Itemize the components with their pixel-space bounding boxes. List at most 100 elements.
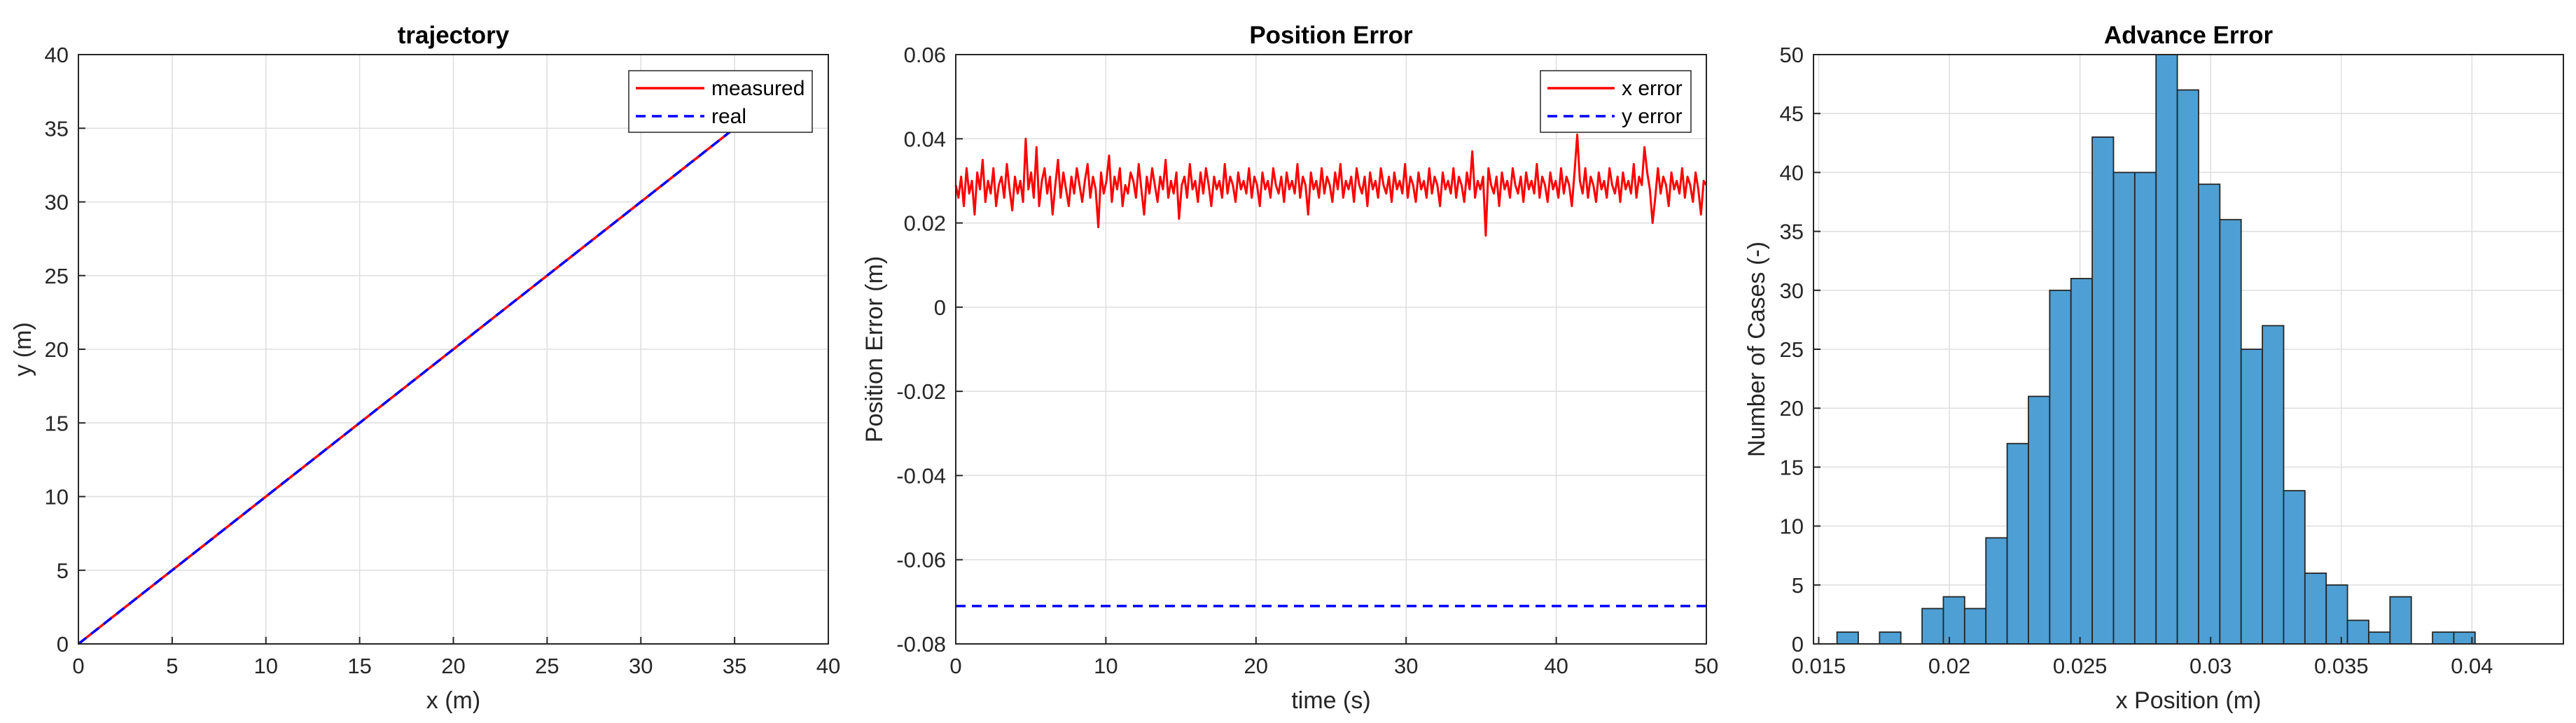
x-tick-label: 0.03	[2189, 654, 2232, 678]
x-tick-label: 0.025	[2053, 654, 2108, 678]
position-error-legend: x error y error	[1540, 70, 1692, 133]
histogram-bar	[2368, 631, 2391, 645]
y-tick-label: 0	[934, 295, 946, 320]
y-tick-label: -0.06	[896, 548, 946, 573]
trajectory-x-label: x (m)	[426, 687, 480, 714]
y-tick-label: 0	[57, 632, 69, 657]
histogram-bar	[2112, 171, 2136, 645]
y-tick-label: 30	[1780, 279, 1804, 303]
y-tick-label: 5	[1792, 573, 1804, 598]
y-tick-label: 10	[45, 485, 69, 510]
y-tick-label: 0	[1792, 632, 1804, 657]
x-tick-label: 20	[1244, 654, 1268, 678]
y-tick-label: 35	[45, 116, 69, 141]
x-tick-label: 40	[1544, 654, 1568, 678]
position-error-y-label: Position Error (m)	[861, 256, 888, 442]
position-error-title: Position Error	[1249, 22, 1413, 49]
trajectory-panel: 0 5 10 15 20 25 30 35 40 0 5 10 15 20 25 30 35 40 traject…	[10, 22, 840, 714]
histogram-bar	[2070, 278, 2093, 645]
x-tick-label: 20	[441, 654, 465, 678]
position-error-axes-box	[955, 54, 1707, 645]
histogram-bar	[2262, 325, 2285, 645]
histogram-bar	[1985, 537, 2008, 645]
advance-error-x-label: x Position (m)	[2116, 687, 2262, 714]
x-tick-label: 0.02	[1928, 654, 1970, 678]
y-tick-label: 0.06	[904, 43, 946, 67]
y-tick-label: 15	[1780, 455, 1804, 479]
histogram-bar	[2389, 596, 2412, 645]
advance-error-y-label: Number of Cases (-)	[1743, 241, 1770, 457]
trajectory-ticks: 0 5 10 15 20 25 30 35 40 0 5 10 15 20 25 30 35 40	[45, 43, 841, 678]
histogram-bar	[2283, 490, 2306, 645]
x-tick-label: 30	[629, 654, 653, 678]
histogram-bar	[2091, 136, 2115, 645]
histogram-bar	[2198, 183, 2221, 645]
histogram-bar	[1879, 631, 1902, 645]
y-tick-label: 35	[1780, 220, 1804, 244]
x-tick-label: 50	[1694, 654, 1718, 678]
histogram-bar	[2325, 584, 2348, 645]
x-tick-label: 25	[535, 654, 559, 678]
y-tick-label: 25	[1780, 337, 1804, 362]
y-tick-label: 25	[45, 264, 69, 288]
histogram-bar	[2133, 171, 2157, 645]
x-tick-label: 5	[166, 654, 178, 678]
histogram-bar	[1921, 608, 1944, 645]
histogram-bar	[1836, 631, 1859, 645]
y-tick-label: 10	[1780, 514, 1804, 539]
trajectory-legend-box	[628, 70, 813, 133]
y-tick-label: 30	[45, 190, 69, 215]
advance-error-ticks: 0.015 0.02 0.025 0.03 0.035 0.04 0 5 10 15 20 25 30 3…	[1780, 43, 2493, 678]
series-line-x-error	[954, 133, 1708, 237]
histogram-bar	[1942, 596, 1965, 645]
y-tick-label: -0.02	[896, 379, 946, 404]
trajectory-y-label: y (m)	[10, 322, 36, 376]
histogram-bar	[2346, 619, 2369, 645]
position-error-plot-area	[956, 55, 1706, 644]
histogram-bar	[1963, 608, 1987, 645]
histogram-bar	[2240, 349, 2264, 645]
x-tick-label: 0.04	[2451, 654, 2493, 678]
trajectory-legend: measured real	[628, 70, 813, 133]
y-tick-label: -0.08	[896, 632, 946, 657]
y-tick-label: 45	[1780, 101, 1804, 126]
histogram-bar	[2304, 573, 2327, 645]
legend-label-real: real	[711, 105, 746, 128]
x-tick-label: 10	[254, 654, 278, 678]
histogram-bar	[2155, 54, 2178, 645]
histogram-bar	[2176, 89, 2199, 645]
x-tick-label: 0.035	[2314, 654, 2369, 678]
y-tick-label: 20	[45, 337, 69, 362]
y-tick-label: 0.02	[904, 211, 946, 236]
position-error-panel: 0 10 20 30 40 50 -0.08 -0.06 -0.04 -0.02 0 0.02 0.04…	[861, 22, 1718, 714]
legend-label-x-error: x error	[1622, 77, 1683, 100]
y-tick-label: -0.04	[896, 463, 946, 488]
y-tick-label: 15	[45, 411, 69, 435]
y-tick-label: 40	[45, 43, 69, 67]
legend-label-measured: measured	[711, 77, 805, 100]
histogram-bar	[2049, 289, 2072, 645]
series-line-real	[77, 112, 754, 645]
position-error-ticks: 0 10 20 30 40 50 -0.08 -0.06 -0.04 -0.02 0 0.02 0.04…	[896, 43, 1718, 678]
x-tick-label: 0	[72, 654, 84, 678]
y-tick-label: 20	[1780, 396, 1804, 421]
x-tick-label: 35	[723, 654, 746, 678]
x-tick-label: 40	[816, 654, 840, 678]
histogram-bar	[2028, 395, 2051, 645]
y-tick-label: 5	[57, 559, 69, 583]
trajectory-title: trajectory	[398, 22, 510, 49]
trajectory-series-layer	[77, 112, 754, 645]
advance-error-bars	[1836, 54, 2476, 645]
x-tick-label: 0	[949, 654, 961, 678]
advance-error-panel: 0.015 0.02 0.025 0.03 0.035 0.04 0 5 10 15 20 25 30 3…	[1743, 22, 2564, 714]
position-error-legend-box	[1540, 70, 1692, 133]
y-tick-label: 0.04	[904, 127, 946, 151]
x-tick-label: 15	[347, 654, 371, 678]
x-tick-label: 0.015	[1792, 654, 1846, 678]
x-tick-label: 30	[1394, 654, 1418, 678]
histogram-bar	[2006, 442, 2029, 645]
histogram-bar	[2432, 631, 2455, 645]
advance-error-title: Advance Error	[2104, 22, 2274, 49]
y-tick-label: 40	[1780, 160, 1804, 185]
